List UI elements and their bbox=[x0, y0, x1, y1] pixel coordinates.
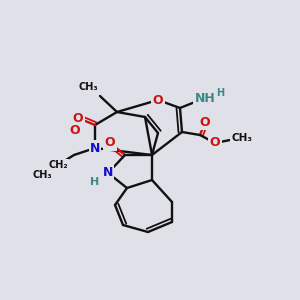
Text: CH₃: CH₃ bbox=[232, 133, 253, 143]
Text: O: O bbox=[73, 112, 83, 124]
Text: O: O bbox=[210, 136, 220, 149]
Text: CH₃: CH₃ bbox=[32, 170, 52, 180]
Text: NH: NH bbox=[195, 92, 215, 104]
Text: N: N bbox=[90, 142, 100, 154]
Text: O: O bbox=[105, 136, 115, 149]
Text: CH₂: CH₂ bbox=[48, 160, 68, 170]
Text: H: H bbox=[216, 88, 224, 98]
Text: O: O bbox=[70, 124, 80, 136]
Text: O: O bbox=[153, 94, 163, 106]
Text: H: H bbox=[90, 177, 100, 187]
Text: CH₃: CH₃ bbox=[78, 82, 98, 92]
Text: N: N bbox=[103, 167, 113, 179]
Text: O: O bbox=[200, 116, 210, 128]
